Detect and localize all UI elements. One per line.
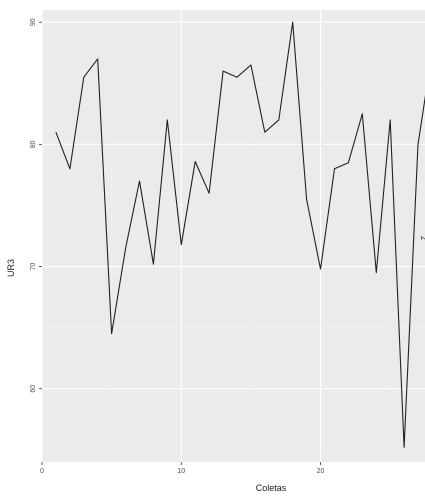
x-tick-label: 10 xyxy=(177,468,185,475)
plot-panel xyxy=(42,10,425,462)
x-tick-label: 0 xyxy=(40,468,44,475)
y-tick-label: 70 xyxy=(30,263,37,271)
y-tick-label: 90 xyxy=(30,18,37,26)
series-group xyxy=(55,21,425,448)
minor-gridlines xyxy=(42,10,425,462)
y-tick-label: 60 xyxy=(30,385,37,393)
x-axis-ticks: 0 10 20 xyxy=(40,462,325,475)
clipped-legend-text: Z xyxy=(419,236,425,241)
y-axis-ticks: 60 70 80 90 xyxy=(30,18,42,393)
major-gridlines xyxy=(41,10,425,462)
series-line xyxy=(55,21,425,448)
x-axis-title: Coletas xyxy=(256,483,287,493)
x-tick-label: 20 xyxy=(317,468,325,475)
y-axis-title: UR3 xyxy=(6,259,16,277)
y-tick-label: 80 xyxy=(30,140,37,148)
